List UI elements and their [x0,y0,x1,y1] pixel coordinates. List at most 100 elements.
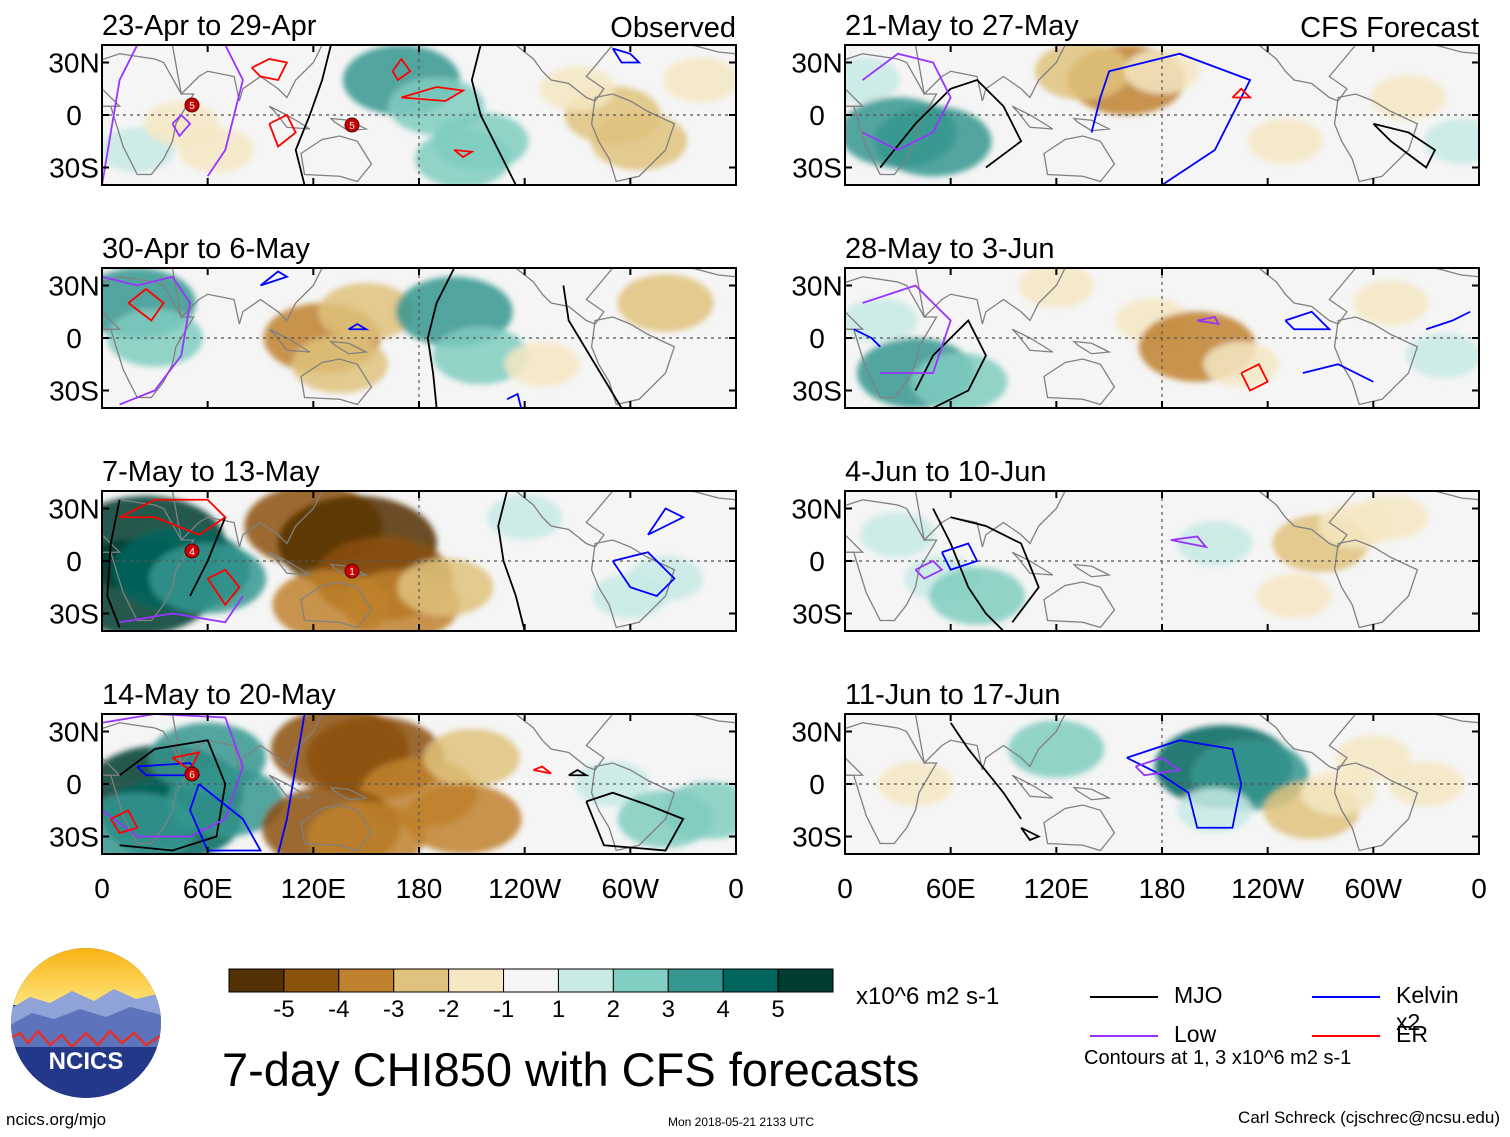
colorbar-tick-6: 2 [606,996,621,1023]
coastline-7 [1434,268,1479,278]
coastline-0 [845,53,938,176]
contour-mjo-0 [119,739,227,852]
panel-period-label: 4-Jun to 10-Jun [845,456,1047,488]
contour-er-8 [533,765,552,775]
anomaly-5 [1256,573,1332,619]
coastline-4 [1072,117,1112,132]
anomaly-3 [291,335,388,394]
anomaly-4 [1034,45,1131,101]
coastline-2 [300,581,373,629]
storm-label-1: 1 [349,567,355,578]
contour-mjo-0 [914,318,987,408]
coastline-5 [1257,45,1357,102]
contour-mjo-0 [470,45,517,185]
contour-mjo-4 [1372,122,1437,169]
panel-1-0: 30N 0 30S 21-May to 27-May CFS Forecast [791,10,1480,186]
panel-1-1: 30N 0 30S 28-May to 3-Jun [791,233,1480,409]
footer-author: Carl Schreck (cjschrec@ncsu.edu) [1238,1108,1500,1127]
legend-kelvin-label: Kelvin x2 [1396,982,1459,1035]
contour-low-2 [102,45,139,185]
y-tick-1-2-0: 30N [791,494,842,525]
coastline-8 [845,87,865,107]
contour-er-5 [1240,363,1269,392]
coastline-6 [1333,93,1419,183]
anomaly-2 [911,352,1008,408]
colorbar-swatch-6 [557,968,614,993]
contour-mjo-1 [294,45,332,185]
coastline-0 [845,722,938,845]
contour-mjo-1 [106,499,121,628]
y-tick-1-1-2: 30S [792,376,842,407]
panel-period-label: 7-May to 13-May [102,456,320,488]
contour-mjo-1 [562,285,623,408]
x-tick-1-5: 60W [1345,873,1403,904]
colorbar-swatch-0 [228,968,285,993]
y-tick-1-0-2: 30S [792,153,842,184]
x-tick-0-4: 120W [488,873,562,904]
contour-kelvin-7 [647,507,686,536]
coastline-0 [102,276,195,399]
anomaly-5 [1203,341,1279,387]
contour-kelvin-5 [277,714,306,854]
footer-url[interactable]: ncics.org/mjo [6,1110,107,1129]
contour-low-3 [119,595,244,624]
legend-low-line [1090,1035,1158,1037]
contour-er-7 [391,57,412,82]
units-label: x10^6 m2 s-1 [856,983,1000,1010]
coastline-5 [1257,491,1357,548]
coastline-4 [1072,340,1112,355]
anomaly-2 [929,567,1026,625]
coastline-8 [845,756,865,776]
storm-marker-1 [344,563,360,579]
contour-mjo-1 [1020,826,1041,842]
coastline-6 [1333,316,1419,406]
contour-kelvin-2 [853,328,881,348]
logo-text: NCICS [49,1048,124,1075]
coastline-1 [171,268,323,325]
anomaly-4 [318,282,415,341]
y-tick-0-2-0: 30N [48,494,99,525]
coastline-5 [514,45,614,102]
ncics-logo[interactable]: NCICS [10,947,162,1099]
colorbar-tick-3: -2 [437,996,460,1023]
contour-kelvin-4 [189,783,263,852]
contour-er-5 [206,568,241,607]
colorbar-swatch-2 [338,968,395,993]
y-tick-0-0-1: 0 [66,100,82,131]
contour-er-6 [171,751,201,772]
anomaly-6 [432,326,529,385]
anomaly-8 [272,569,390,631]
contour-low-2 [102,275,192,406]
anomaly-6 [1353,280,1429,326]
contour-mjo-0 [426,268,456,408]
anomaly-11 [404,783,522,854]
y-tick-1-0-0: 30N [791,48,842,79]
coastline-1 [914,45,1066,102]
contour-er-3 [1231,87,1253,99]
anomaly-7 [1018,268,1094,308]
colorbar-tick-9: 5 [771,996,785,1023]
anomaly-1 [106,309,203,367]
panel-period-label: 11-Jun to 17-Jun [845,679,1061,711]
coastline-2 [300,358,373,406]
panel-0-3: 6 30N 0 30S 14-May to 20-May 0 60E 120E 180 120W 6… [48,679,744,904]
storm-marker-1 [344,117,360,133]
x-tick-1-2: 120E [1024,873,1089,904]
colorbar-swatch-5 [503,968,559,993]
coastline-0 [845,499,938,622]
x-tick-0-6: 0 [728,873,744,904]
storm-label-0: 4 [189,547,195,558]
legend-er-line [1312,1035,1380,1037]
coastline-2 [1043,581,1116,629]
anomaly-7 [1423,118,1479,164]
anomaly-2 [178,127,254,173]
contour-er-6 [268,113,297,148]
colorbar-tick-1: -4 [328,996,350,1023]
coastline-7 [1434,45,1479,55]
anomaly-8 [1406,333,1479,378]
contour-kelvin-3 [1284,310,1332,331]
legend-kelvin-line [1312,996,1380,998]
coastline-8 [102,310,122,330]
contour-kelvin-4 [1302,363,1374,383]
colorbar-tick-5: 1 [551,996,566,1023]
